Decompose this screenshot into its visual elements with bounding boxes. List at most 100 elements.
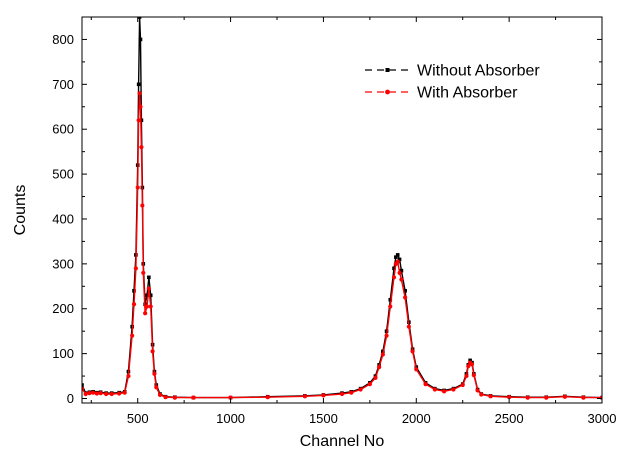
- data-point: [388, 297, 393, 302]
- x-axis-title: Channel No: [300, 433, 385, 450]
- legend-marker: [385, 68, 390, 72]
- data-point: [150, 349, 155, 354]
- data-point: [403, 288, 407, 293]
- x-tick-label: 3000: [588, 411, 617, 426]
- y-tick-label: 500: [52, 167, 74, 182]
- legend: Without Absorber With Absorber: [365, 63, 540, 102]
- data-point: [163, 395, 168, 400]
- plot-frame: [81, 16, 603, 404]
- data-point: [479, 392, 484, 397]
- data-point: [145, 293, 149, 298]
- data-point: [423, 382, 428, 387]
- data-point: [138, 104, 143, 109]
- data-point: [94, 391, 99, 396]
- data-point: [397, 270, 402, 275]
- data-point: [139, 145, 144, 150]
- data-point: [432, 387, 437, 392]
- y-tick-label: 400: [52, 211, 74, 226]
- data-point: [388, 304, 393, 309]
- data-point: [392, 266, 396, 271]
- data-point: [399, 268, 404, 273]
- data-point: [391, 275, 397, 280]
- data-point: [137, 91, 142, 96]
- data-point: [302, 394, 307, 399]
- data-point: [406, 324, 411, 329]
- data-point: [384, 333, 389, 338]
- data-point: [525, 395, 530, 400]
- data-point: [380, 352, 385, 357]
- data-point: [152, 371, 157, 376]
- x-tick-label: 1500: [309, 411, 338, 426]
- data-point: [394, 255, 398, 259]
- data-point: [399, 277, 404, 282]
- data-point: [144, 304, 150, 309]
- data-point: [130, 333, 135, 338]
- legend-marker: [385, 89, 390, 95]
- data-point: [544, 395, 549, 400]
- y-tick-label: 200: [52, 301, 74, 316]
- data-point: [91, 390, 96, 395]
- data-point: [82, 383, 84, 387]
- data-point: [414, 367, 419, 372]
- data-point: [403, 295, 408, 300]
- data-point: [148, 293, 153, 298]
- x-tick-label: 2500: [495, 411, 524, 426]
- data-point: [83, 391, 88, 397]
- y-tick-label: 700: [52, 77, 74, 92]
- y-tick-label: 300: [52, 256, 74, 271]
- data-point: [395, 259, 400, 264]
- data-point: [154, 385, 159, 390]
- y-axis-title: Counts: [12, 185, 29, 236]
- y-tick-label: 800: [52, 32, 74, 47]
- data-point: [104, 391, 109, 397]
- data-point: [507, 395, 512, 400]
- data-point: [377, 364, 382, 370]
- data-point: [172, 395, 177, 400]
- data-point: [339, 391, 345, 397]
- legend-label: Without Absorber: [417, 63, 540, 80]
- data-point: [87, 391, 92, 396]
- data-point: [131, 302, 137, 307]
- x-tick-label: 500: [127, 411, 149, 426]
- y-tick-label: 100: [52, 346, 74, 361]
- data-point: [191, 395, 196, 400]
- data-point: [265, 395, 270, 400]
- data-point: [488, 394, 493, 399]
- data-point: [228, 395, 233, 400]
- data-point: [410, 349, 415, 354]
- data-point: [395, 253, 400, 257]
- data-point: [581, 395, 586, 400]
- data-point: [143, 311, 148, 316]
- data-point: [117, 391, 122, 396]
- data-point: [126, 373, 131, 379]
- data-point: [140, 203, 145, 208]
- axes: 500 1000 1500 2000 2500 3000 0 100 200 300 400 500 6…: [52, 16, 617, 426]
- data-point: [442, 389, 447, 394]
- data-point: [460, 382, 465, 388]
- data-point: [147, 275, 151, 280]
- data-point: [137, 17, 142, 19]
- series-line-with-absorber: [82, 92, 602, 399]
- data-point: [136, 82, 141, 87]
- data-point: [82, 386, 85, 391]
- data-point: [475, 388, 480, 393]
- data-point: [373, 375, 378, 380]
- data-point: [146, 286, 151, 291]
- data-point: [349, 390, 354, 395]
- data-point: [466, 364, 471, 369]
- data-point: [122, 390, 127, 395]
- x-tick-label: 2000: [402, 411, 431, 426]
- data-point: [133, 266, 138, 271]
- data-point: [135, 185, 140, 190]
- data-point: [358, 387, 363, 392]
- data-point: [469, 362, 475, 367]
- data-point: [451, 387, 456, 392]
- data-point: [464, 373, 469, 379]
- data-point: [468, 358, 472, 363]
- data-point: [562, 394, 567, 399]
- data-point: [141, 270, 146, 275]
- data-point: [109, 391, 114, 397]
- data-point: [132, 288, 136, 293]
- data-point: [397, 257, 402, 262]
